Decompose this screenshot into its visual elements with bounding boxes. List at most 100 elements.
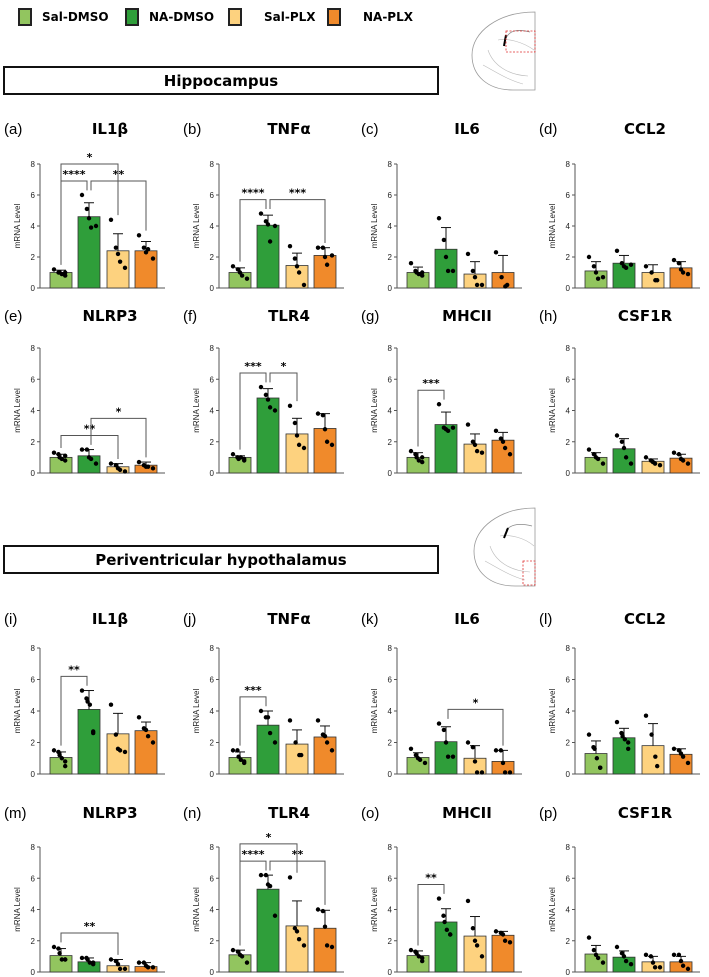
y-tick-label: 6 (31, 375, 36, 384)
significance-label: * (116, 405, 122, 418)
y-tick-label: 6 (566, 874, 571, 883)
significance-bracket (417, 884, 445, 946)
y-tick-label: 0 (566, 968, 571, 977)
data-point (472, 442, 478, 448)
y-tick-label: 4 (388, 407, 393, 416)
significance-bracket (269, 199, 326, 244)
y-tick-label: 4 (31, 906, 36, 915)
data-point (136, 960, 142, 965)
data-point (299, 752, 304, 758)
panel-label: (m) (4, 805, 27, 822)
data-point (242, 760, 247, 766)
data-point (324, 439, 330, 444)
data-point (315, 718, 321, 723)
significance-label: **** (241, 848, 264, 861)
data-point (408, 746, 414, 751)
panel-label: (h) (539, 308, 557, 325)
brain-section-hypothalamus-image (473, 507, 536, 587)
y-tick-label: 8 (388, 644, 393, 653)
panel-label: (b) (183, 121, 201, 138)
data-point (59, 271, 65, 277)
data-point (301, 445, 307, 451)
data-point (441, 913, 446, 918)
chart-ccl2-panel: (d) CCL2 mRNA Level 0 2 4 6 8 (539, 120, 700, 293)
y-axis-label: mRNA Level (548, 204, 557, 249)
data-point (600, 274, 606, 280)
data-point (322, 427, 328, 432)
data-point (626, 746, 631, 751)
y-tick-label: 2 (388, 253, 393, 262)
data-point (272, 740, 278, 745)
y-tick-label: 2 (566, 253, 571, 262)
data-point (115, 251, 121, 257)
chart-title: IL1β (92, 610, 129, 628)
data-point (657, 965, 663, 970)
data-point (420, 958, 425, 964)
y-axis-label: mRNA Level (548, 388, 557, 433)
chart-tnfα-panel: (j) TNFα mRNA Level 0 2 4 6 8 *** (183, 610, 344, 779)
data-point (591, 452, 597, 457)
data-point (443, 254, 449, 260)
data-point (150, 965, 156, 970)
data-point (62, 270, 68, 275)
chart-title: NLRP3 (82, 804, 137, 822)
data-point (680, 458, 686, 463)
legend-label: NA-DMSO (149, 10, 215, 24)
y-tick-label: 4 (566, 407, 571, 416)
significance-bracket (239, 372, 267, 450)
bar-na-plx (134, 730, 158, 775)
data-point (244, 960, 250, 965)
y-tick-label: 6 (388, 874, 393, 883)
y-tick-label: 2 (566, 438, 571, 447)
data-point (643, 713, 649, 718)
data-point (680, 270, 686, 275)
bar-na-dmso (256, 888, 280, 973)
data-point (322, 254, 328, 260)
y-tick-label: 6 (388, 676, 393, 685)
data-point (143, 250, 149, 255)
bar-na-plx (491, 439, 515, 474)
data-point (84, 206, 90, 212)
data-point (117, 259, 123, 264)
y-axis-label: mRNA Level (13, 388, 22, 433)
data-point (258, 384, 264, 390)
significance-bracket (60, 435, 119, 459)
significance-label: * (473, 696, 479, 709)
data-point (441, 237, 447, 243)
y-tick-label: 0 (388, 469, 393, 478)
data-point (150, 740, 156, 745)
data-point (420, 459, 425, 465)
data-point (315, 411, 321, 416)
data-point (671, 746, 677, 751)
data-point (450, 268, 456, 274)
significance-bracket (90, 417, 147, 458)
data-point (657, 462, 663, 468)
bar-sal-plx (641, 745, 665, 775)
data-point (62, 763, 68, 769)
bar-na-dmso (612, 737, 636, 775)
data-point (87, 960, 93, 965)
data-point (287, 403, 293, 409)
data-point (294, 929, 300, 934)
chart-title: TLR4 (268, 804, 310, 822)
legend-swatch (18, 8, 32, 26)
data-point (51, 267, 57, 272)
y-tick-label: 4 (210, 407, 215, 416)
data-point (263, 872, 269, 878)
data-point (115, 961, 121, 967)
y-tick-label: 2 (388, 937, 393, 946)
data-point (237, 270, 243, 275)
y-tick-label: 4 (388, 906, 393, 915)
data-point (445, 754, 451, 759)
data-point (448, 932, 453, 937)
data-point (265, 222, 271, 227)
y-tick-label: 8 (210, 843, 215, 852)
data-point (502, 770, 508, 775)
data-point (678, 267, 684, 272)
data-point (93, 461, 99, 466)
data-point (685, 461, 691, 466)
data-point (122, 749, 128, 755)
bar-na-plx (313, 927, 337, 973)
data-point (267, 883, 273, 889)
